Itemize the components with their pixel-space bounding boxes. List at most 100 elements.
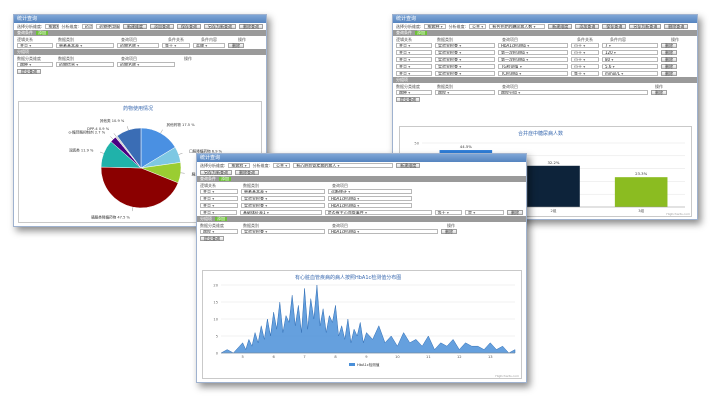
area-x-tick: 9: [365, 355, 368, 359]
area-y-tick: 5: [216, 335, 218, 339]
pie-slice: [100, 166, 179, 209]
toolbar: 选择分析维度: 按病种 分析维度: 公共 有合并症的糖尿病人数 新建维度 添加查…: [393, 23, 697, 30]
area-y-tick: 20: [213, 284, 218, 288]
new-dimension-button[interactable]: 新建维度: [123, 24, 148, 29]
area-x-tick: 10: [395, 355, 400, 359]
window-title: 统计查询: [197, 154, 526, 162]
category-select[interactable]: 公共: [469, 24, 487, 29]
window-title: 统计查询: [14, 15, 266, 23]
analysis-select[interactable]: 有心脏血管疾病的病人: [293, 163, 394, 168]
dimension-select[interactable]: 按病种: [424, 24, 446, 29]
area-x-tick: 5: [242, 355, 244, 359]
bar-x-label: 2组: [551, 208, 557, 213]
area-chart-panel: 有心脏血管疾病的病人按照HbA1c检测值分布图 0 5 10 15 20 5 6 7 8 9 10 1…: [202, 270, 522, 379]
condition-section: 查询条件 添加: [14, 30, 266, 36]
bar-data-label: 44.5%: [460, 144, 472, 149]
dimension-select[interactable]: 按病程: [228, 163, 250, 168]
delete-row-button[interactable]: 删除: [441, 229, 457, 234]
area-y-tick: 0: [216, 352, 219, 356]
area-x-tick: 12: [457, 355, 462, 359]
area-y-tick: 15: [213, 301, 218, 305]
condition-row: 并且 实验室检查 HbA1c检测值: [197, 195, 526, 202]
delete-query-button[interactable]: 删除查询: [664, 24, 689, 29]
pie-connector: [131, 207, 134, 212]
save-as-button[interactable]: 另存为新查询: [629, 24, 662, 29]
area-series: [220, 284, 516, 354]
condition-row: 并且 实验室检查 TG检测值 小于 5.6 删除: [393, 63, 697, 70]
group-section: 分组项: [14, 49, 266, 55]
area-x-tick: 13: [488, 355, 493, 359]
new-dimension-button[interactable]: 新建维度: [396, 163, 421, 168]
add-query-button[interactable]: 添加查询: [575, 24, 600, 29]
area-y-tick: 10: [213, 318, 218, 322]
bar-data-label: 23.3%: [635, 171, 647, 176]
delete-row-button[interactable]: 删除: [661, 50, 677, 55]
delete-row-button[interactable]: 删除: [507, 210, 523, 215]
legend-swatch: [349, 363, 355, 366]
pie-connector: [126, 126, 129, 131]
delete-row-button[interactable]: 删除: [228, 43, 244, 48]
submit-query-button[interactable]: 提交查询: [396, 97, 420, 102]
query-window-area: 统计查询 选择分析维度: 按病程 分析维度: 公共 有心脏血管疾病的病人 新建维…: [196, 153, 527, 383]
pie-connector: [178, 153, 183, 155]
add-condition-button[interactable]: 添加: [415, 30, 427, 35]
dimension-select[interactable]: 按病种: [45, 24, 59, 29]
bar-data-label: 32.2%: [547, 160, 559, 165]
save-query-button[interactable]: 保存查询: [602, 24, 627, 29]
condition-row: 并且 实验室检查 第一次检测值 小于 80 删除: [393, 56, 697, 63]
save-as-button[interactable]: 另存为新查询: [200, 170, 232, 175]
condition-row: 并且 患者基本表 诊断统计: [197, 188, 526, 195]
group-section: 分组项: [393, 77, 697, 83]
query-window-bar: 统计查询 选择分析维度: 按病种 分析维度: 公共 有合并症的糖尿病人数 新建维…: [392, 14, 698, 220]
pie-connector: [99, 151, 104, 154]
pie-connector: [160, 129, 163, 134]
bar-x-label: 3组: [638, 208, 644, 213]
add-condition-button[interactable]: 添加: [36, 30, 48, 35]
pie-label: 其他类 10.9 %: [100, 118, 125, 123]
add-group-button[interactable]: 添加: [215, 216, 227, 221]
save-query-button[interactable]: 保存查询: [177, 24, 202, 29]
pie-connector: [113, 133, 117, 137]
toolbar: 选择分析维度: 按病种 分析维度: 药品 药物使用情况 新建维度 添加查询 保存…: [14, 23, 266, 30]
condition-row: 并且 患者基本表 药物名称 等于 盐酸 删除: [14, 42, 266, 49]
area-chart: 0 5 10 15 20 5 6 7 8 9 10 11 12 13 HbA1c检测值 Highcharts.…: [213, 284, 519, 379]
group-row: 病程 实验室检查 HbA1c检测值 删除: [197, 228, 526, 235]
bar-chart-title: 合并症中糖尿病人数: [518, 131, 564, 137]
add-query-button[interactable]: 添加查询: [150, 24, 175, 29]
condition-row: 并且 基础体征表1 是否有主心血管事件 等于 是 删除: [197, 209, 526, 216]
group-header: 数据分类维度 数据类别 查询项目 操作: [200, 223, 455, 228]
group-row: 病种 病程 病程分组 删除: [393, 89, 697, 96]
area-chart-title: 有心脏血管疾病的病人按照HbA1c检测值分布图: [295, 275, 402, 281]
pie-label: 磺脲类降糖药物 47.5 %: [91, 214, 130, 219]
category-select[interactable]: 公共: [273, 163, 291, 168]
delete-query-button[interactable]: 删除查询: [239, 24, 264, 29]
delete-row-button[interactable]: 删除: [661, 43, 677, 48]
pie-connector: [110, 136, 114, 140]
pie-label: 其他药物 17.5 %: [167, 122, 196, 127]
delete-row-button[interactable]: 删除: [651, 90, 667, 95]
bar: [527, 165, 580, 207]
analysis-select[interactable]: 有合并症的糖尿病人数: [489, 24, 546, 29]
add-condition-button[interactable]: 添加: [219, 176, 231, 181]
pie-chart-title: 药物使用情况: [123, 106, 154, 112]
condition-row: 并且 实验室检查 HbA1c检测值 小于 7 删除: [393, 42, 697, 49]
delete-query-button[interactable]: 删除查询: [235, 170, 259, 175]
condition-header: 逻辑关系 数据类别 查询项目: [200, 183, 348, 188]
analysis-select[interactable]: 药物使用情况: [96, 24, 121, 29]
chart-credit: Highcharts.com: [666, 212, 690, 216]
delete-row-button[interactable]: 删除: [661, 71, 677, 76]
condition-row: 并且 实验室检查 TC检测值 等于 mmol/L 删除: [393, 70, 697, 77]
area-x-tick: 7: [303, 355, 305, 359]
group-header: 数据分类维度 数据类别 查询项目 操作: [17, 56, 192, 61]
save-as-button[interactable]: 另存为新查询: [204, 24, 237, 29]
condition-header: 逻辑关系 数据类别 查询项目 条件关系 条件内容 操作: [17, 37, 246, 42]
group-header: 数据分类维度 数据类别 查询项目 操作: [396, 84, 663, 89]
delete-row-button[interactable]: 删除: [661, 57, 677, 62]
pie-label: α-糖苷酶抑制剂 2.7 %: [69, 130, 106, 135]
submit-query-button[interactable]: 提交查询: [200, 236, 224, 241]
new-dimension-button[interactable]: 新建维度: [548, 24, 573, 29]
category-select[interactable]: 药品: [81, 24, 94, 29]
submit-query-button[interactable]: 提交查询: [17, 69, 41, 74]
delete-row-button[interactable]: 删除: [661, 64, 677, 69]
bar-y-tick: 50: [414, 142, 419, 146]
